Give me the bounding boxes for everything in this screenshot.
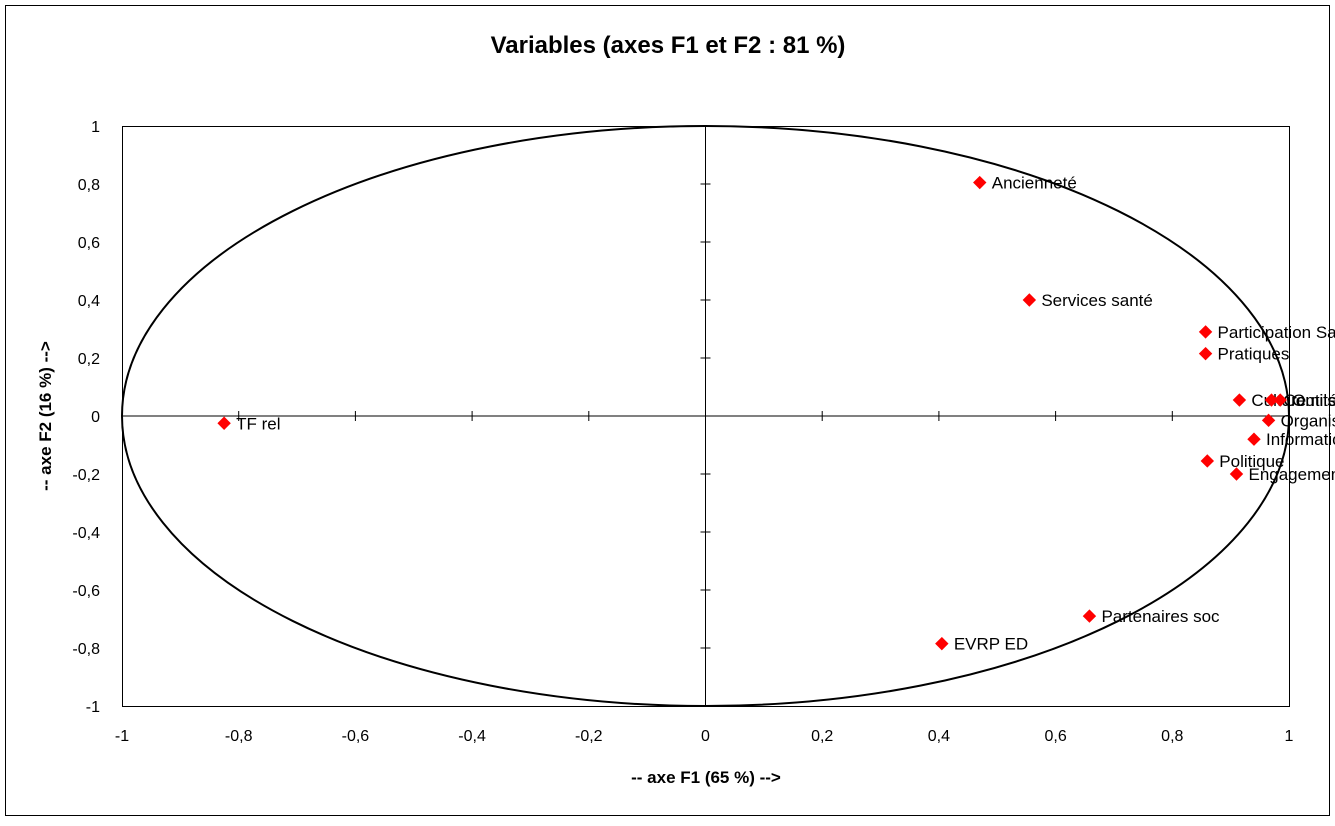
y-tick-label: 0 (91, 409, 100, 426)
x-tick-label: 0,2 (811, 728, 833, 745)
data-point-marker (935, 636, 949, 651)
data-point-label: Pratiques (1218, 345, 1290, 364)
y-tick-label: 0,4 (78, 293, 100, 310)
y-axis-label: -- axe F2 (16 %) --> (36, 341, 55, 491)
data-point-label: Partenaires soc (1101, 607, 1220, 626)
x-tick-label: 1 (1285, 728, 1294, 745)
data-point-label: Services santé (1041, 291, 1153, 310)
data-point-marker (1022, 293, 1037, 307)
axes-layer (122, 126, 1289, 706)
data-point-marker (1198, 346, 1213, 361)
x-tick-label: -0,4 (458, 728, 486, 745)
data-point-label: Comité (1283, 391, 1335, 410)
x-tick-label: 0,6 (1044, 728, 1066, 745)
x-tick-label: -0,2 (575, 728, 603, 745)
ticks-layer: -1 -0,8 -0,6 -0,4 -0,2 0 0,2 0,4 0,6 0,8 1 -1 -0,8 -0… (72, 119, 1293, 745)
chart-border (5, 5, 1330, 816)
points-layer: Ancienneté Services santé Participation Sa… (217, 174, 1335, 654)
y-tick-label: 1 (91, 119, 100, 136)
data-point-marker (1247, 432, 1261, 446)
y-tick-label: -0,2 (72, 467, 100, 484)
x-axis-label: -- axe F1 (65 %) --> (631, 768, 781, 787)
data-point-label: EVRP ED (954, 635, 1028, 654)
y-tick-label: -1 (86, 699, 100, 716)
data-point-marker (217, 416, 231, 430)
x-tick-label: 0 (701, 728, 710, 745)
y-tick-label: -0,4 (72, 525, 100, 542)
x-tick-label: -0,6 (342, 728, 370, 745)
circle-layer (121, 125, 1290, 707)
y-tick-label: -0,6 (72, 583, 100, 600)
data-point-marker (1082, 609, 1097, 623)
x-tick-label: -0,8 (225, 728, 253, 745)
correlation-circle (121, 125, 1290, 707)
data-point-label: Engagement (1248, 465, 1335, 484)
x-tick-label: -1 (115, 728, 129, 745)
y-tick-label: -0,8 (72, 641, 100, 658)
data-point-label: Politique (1219, 452, 1284, 471)
x-tick-label: 0,4 (928, 728, 950, 745)
data-point-marker (1264, 393, 1279, 407)
data-point-marker (973, 175, 987, 190)
data-point-label: TF rel (236, 414, 280, 433)
data-point-label: Ancienneté (992, 174, 1077, 193)
chart-title: Variables (axes F1 et F2 : 81 %) (491, 32, 846, 59)
data-point-marker (1261, 413, 1276, 428)
data-point-label: Participation Sal (1218, 323, 1335, 342)
data-point-marker (1198, 325, 1213, 339)
data-point-label: Information Com (1266, 430, 1335, 449)
data-point-marker (1273, 393, 1287, 407)
y-tick-label: 0,6 (78, 235, 100, 252)
data-point-marker (1229, 467, 1244, 481)
data-point-label: Outils (1292, 391, 1335, 410)
data-point-marker (1232, 393, 1247, 407)
data-point-marker (1200, 454, 1215, 468)
y-tick-label: 0,2 (78, 351, 100, 368)
data-point-label: Organisation TP (1281, 411, 1335, 430)
x-tick-label: 0,8 (1161, 728, 1183, 745)
y-tick-label: 0,8 (78, 177, 100, 194)
